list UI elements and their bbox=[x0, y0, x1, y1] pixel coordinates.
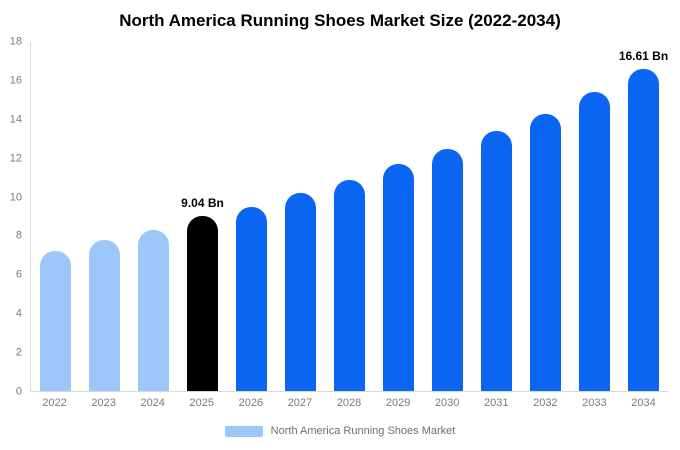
y-tick-label: 6 bbox=[15, 268, 22, 281]
y-tick-label: 12 bbox=[9, 152, 22, 165]
y-tick-label: 16 bbox=[9, 74, 22, 87]
bar-2026 bbox=[236, 206, 267, 391]
y-tick-label: 10 bbox=[9, 191, 22, 204]
bar-2034: 16.61 Bn bbox=[619, 49, 668, 391]
bar-slot bbox=[227, 42, 276, 391]
x-tick-label: 2026 bbox=[238, 397, 264, 409]
x-tick-label: 2028 bbox=[336, 397, 362, 409]
x-tick-label: 2029 bbox=[385, 397, 411, 409]
plot-area: 9.04 Bn 16.61 Bn bbox=[30, 42, 668, 392]
y-tick-label: 2 bbox=[15, 346, 22, 359]
bar-slot bbox=[521, 42, 570, 391]
bar-2032 bbox=[530, 113, 561, 391]
bar-slot bbox=[80, 42, 129, 391]
bar-slot bbox=[472, 42, 521, 391]
x-axis-labels: 2022 2023 2024 2025 2026 2027 2028 2029 2030 2031… bbox=[30, 397, 668, 409]
bar-slot: 9.04 Bn bbox=[178, 42, 227, 391]
legend: North America Running Shoes Market bbox=[0, 425, 680, 437]
bar-2023 bbox=[89, 239, 120, 391]
bar-2022 bbox=[40, 251, 71, 391]
x-tick-label: 2023 bbox=[91, 397, 116, 409]
bar-slot bbox=[374, 42, 423, 391]
bar-2027 bbox=[285, 193, 316, 391]
bar-2030 bbox=[432, 148, 463, 391]
bar-value-label: 9.04 Bn bbox=[181, 195, 224, 210]
legend-label: North America Running Shoes Market bbox=[270, 425, 456, 437]
y-tick-label: 8 bbox=[15, 229, 22, 242]
y-axis: 0 2 4 6 8 10 12 14 16 18 bbox=[0, 36, 26, 397]
y-tick-label: 0 bbox=[15, 385, 22, 398]
bar-slot bbox=[276, 42, 325, 391]
legend-swatch bbox=[224, 425, 263, 437]
bar-slot: 16.61 Bn bbox=[619, 42, 668, 391]
y-tick-label: 14 bbox=[9, 113, 22, 126]
bar-2033 bbox=[579, 92, 610, 391]
bar-slot bbox=[31, 42, 80, 391]
x-tick-label: 2034 bbox=[631, 397, 656, 409]
bar-value-label: 16.61 Bn bbox=[618, 48, 669, 63]
x-tick-label: 2022 bbox=[42, 397, 67, 409]
bar-2028 bbox=[334, 179, 365, 391]
x-tick-label: 2031 bbox=[484, 397, 509, 409]
bar-2029 bbox=[383, 164, 414, 391]
bar-2024 bbox=[138, 230, 169, 391]
bar-slot bbox=[570, 42, 619, 391]
y-tick-label: 4 bbox=[15, 307, 22, 320]
x-tick-label: 2027 bbox=[287, 397, 313, 409]
x-tick-label: 2025 bbox=[189, 397, 215, 409]
x-tick-label: 2032 bbox=[533, 397, 558, 409]
bar-2025: 9.04 Bn bbox=[181, 196, 224, 391]
bar-slot bbox=[325, 42, 374, 391]
x-tick-label: 2030 bbox=[434, 397, 460, 409]
x-tick-label: 2024 bbox=[140, 397, 165, 409]
chart-title: North America Running Shoes Market Size … bbox=[119, 11, 561, 30]
bar-2031 bbox=[481, 131, 512, 391]
y-tick-label: 18 bbox=[9, 35, 22, 48]
x-tick-label: 2033 bbox=[582, 397, 607, 409]
bars: 9.04 Bn 16.61 Bn bbox=[31, 42, 668, 391]
bar-slot bbox=[129, 42, 178, 391]
bar-slot bbox=[423, 42, 472, 391]
